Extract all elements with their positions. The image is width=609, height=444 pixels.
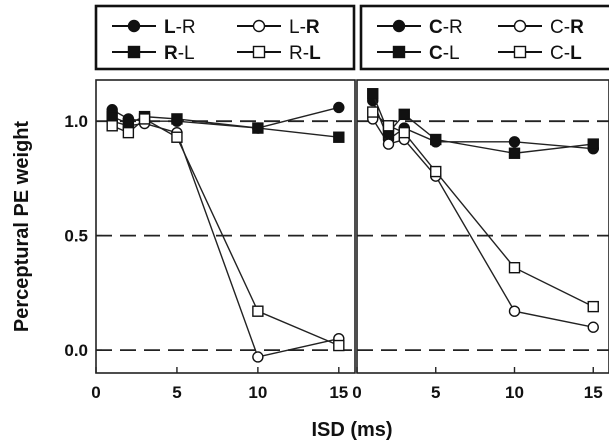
data-point-square-open bbox=[171, 131, 183, 143]
x-tick-label: 5 bbox=[172, 383, 181, 402]
data-point-square-filled bbox=[171, 113, 183, 125]
data-point-square-open bbox=[398, 126, 410, 139]
x-tick-label: 10 bbox=[505, 383, 524, 402]
data-point-circle-filled bbox=[508, 136, 521, 148]
data-point-square-filled bbox=[430, 133, 442, 146]
panel-left: 0 5 10 151.00.50.0L-R L-RR-L R-L bbox=[64, 4, 356, 402]
data-point-square-open bbox=[382, 120, 395, 132]
data-point-square-filled bbox=[587, 138, 599, 150]
legend-label-part: L bbox=[309, 43, 321, 64]
legend-marker-circle-open bbox=[513, 19, 527, 33]
legend-label-part: R bbox=[306, 17, 320, 38]
data-point-circle-open bbox=[587, 321, 599, 333]
legend-label-part: -R bbox=[176, 17, 196, 38]
legend-box bbox=[359, 4, 609, 71]
legend-marker-circle-filled bbox=[127, 19, 141, 33]
legend-label-part: C- bbox=[550, 43, 570, 64]
x-tick-label: 15 bbox=[584, 383, 603, 402]
legend-left: L-R L-RR-L R-L bbox=[94, 4, 356, 71]
legend-label: R-L bbox=[164, 43, 195, 64]
data-point-square-open bbox=[587, 300, 599, 313]
x-tick-label: 0 bbox=[352, 383, 361, 402]
legend-label-part: R bbox=[164, 43, 178, 64]
series-line-circle-open bbox=[111, 120, 339, 358]
legend-label-part: L bbox=[570, 43, 582, 64]
legend-label: R-L bbox=[289, 43, 321, 64]
y-tick-label: 1.0 bbox=[64, 112, 88, 131]
legend-label-part: -L bbox=[443, 43, 460, 64]
legend-right: C-R C-RC-L C-L bbox=[359, 4, 609, 71]
data-point-square-filled bbox=[252, 122, 264, 134]
legend-label-part: C bbox=[429, 17, 443, 38]
x-tick-label: 5 bbox=[431, 383, 440, 402]
legend-label-part: -L bbox=[178, 43, 195, 64]
data-point-square-filled bbox=[367, 88, 379, 100]
legend-label: C-R bbox=[429, 17, 463, 38]
legend-label-part: L- bbox=[289, 17, 306, 38]
y-axis-label: Perceptural PE weight bbox=[11, 121, 33, 333]
data-point-circle-open bbox=[508, 305, 521, 317]
legend-label-part: -R bbox=[443, 17, 463, 38]
legend-label: C-R bbox=[550, 17, 584, 38]
legend-marker-square-open bbox=[252, 45, 266, 59]
data-point-square-filled bbox=[508, 147, 521, 159]
legend-label-part: R- bbox=[289, 43, 309, 64]
legend-label: C-L bbox=[429, 43, 460, 64]
legend-label-part: C bbox=[429, 43, 443, 64]
series-line-square-open bbox=[111, 118, 340, 347]
x-tick-label: 0 bbox=[91, 383, 100, 402]
legend-label: L-R bbox=[164, 17, 196, 38]
legend-marker-square-filled bbox=[392, 45, 406, 59]
x-axis-label: ISD (ms) bbox=[311, 419, 392, 441]
legend-marker-square-filled bbox=[127, 45, 141, 59]
data-point-square-open bbox=[122, 126, 135, 139]
plot-frame bbox=[95, 79, 356, 374]
data-point-square-open bbox=[430, 165, 442, 178]
legend-label-part: R bbox=[570, 17, 584, 38]
data-point-square-open bbox=[252, 305, 264, 317]
plot-frame bbox=[356, 79, 609, 374]
data-point-square-open bbox=[508, 262, 521, 274]
data-point-circle-filled bbox=[333, 101, 345, 114]
data-point-circle-open bbox=[382, 138, 395, 150]
data-point-square-filled bbox=[333, 131, 345, 143]
legend-marker-circle-open bbox=[252, 19, 266, 33]
legend-label: C-L bbox=[550, 43, 582, 64]
data-point-square-filled bbox=[398, 108, 410, 121]
y-tick-label: 0.0 bbox=[64, 341, 88, 360]
legend-label: L-R bbox=[289, 17, 320, 38]
y-tick-label: 0.5 bbox=[64, 227, 88, 246]
data-point-circle-open bbox=[252, 351, 264, 363]
x-tick-label: 10 bbox=[248, 383, 267, 402]
panel-right: 0 5 10 15C-R C-RC-L C-L bbox=[352, 4, 609, 402]
data-point-square-open bbox=[106, 120, 118, 132]
legend-box bbox=[94, 4, 356, 71]
x-tick-label: 15 bbox=[329, 383, 348, 402]
legend-marker-circle-filled bbox=[392, 19, 406, 33]
legend-label-part: L bbox=[164, 17, 176, 38]
data-point-square-open bbox=[138, 113, 151, 125]
series-line-circle-open bbox=[372, 118, 594, 328]
legend-marker-square-open bbox=[513, 45, 527, 59]
data-point-square-open bbox=[367, 106, 379, 118]
data-point-square-open bbox=[333, 339, 345, 352]
legend-label-part: C- bbox=[550, 17, 570, 38]
